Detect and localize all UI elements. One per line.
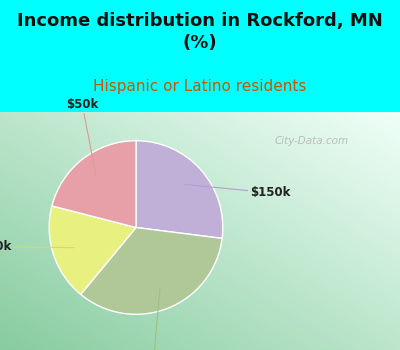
Text: $50k: $50k xyxy=(66,98,98,176)
Wedge shape xyxy=(136,141,223,238)
Text: Hispanic or Latino residents: Hispanic or Latino residents xyxy=(93,79,307,94)
Wedge shape xyxy=(49,206,136,294)
Wedge shape xyxy=(81,228,222,314)
Text: $200k: $200k xyxy=(133,288,174,350)
Text: Income distribution in Rockford, MN
(%): Income distribution in Rockford, MN (%) xyxy=(17,12,383,52)
Text: > $200k: > $200k xyxy=(0,240,74,253)
Wedge shape xyxy=(52,141,136,228)
Text: $150k: $150k xyxy=(185,184,291,199)
Text: City-Data.com: City-Data.com xyxy=(275,135,349,146)
